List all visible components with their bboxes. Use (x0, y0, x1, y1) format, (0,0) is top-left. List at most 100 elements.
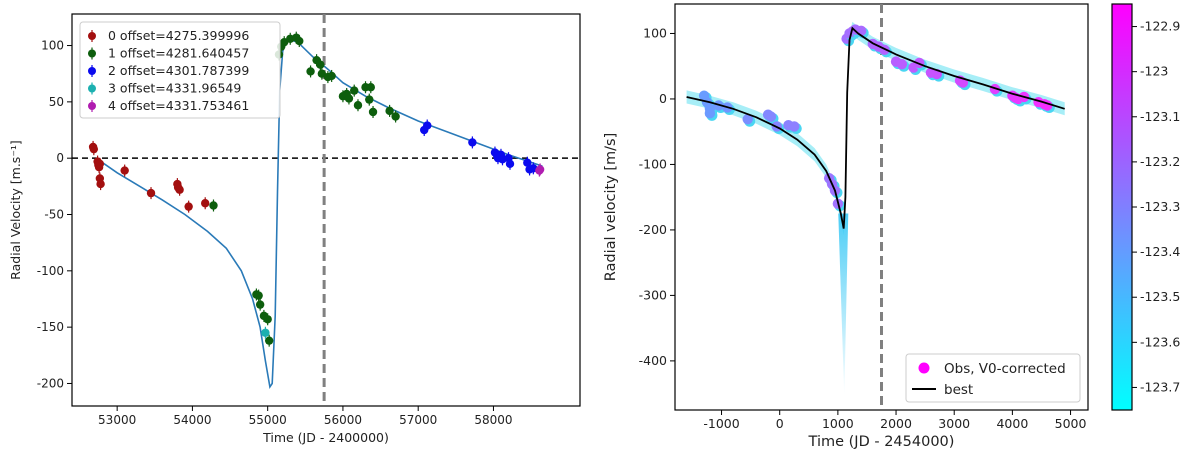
uncertainty-band (686, 21, 1065, 236)
y-tick-label: 100 (643, 25, 667, 40)
y-tick-label: -200 (639, 222, 667, 237)
x-tick-label: 5000 (1055, 416, 1087, 431)
y-tick-label: 100 (41, 39, 64, 53)
data-point (184, 202, 193, 211)
plot-content (72, 14, 580, 406)
data-point (316, 60, 325, 69)
x-tick-label: 55000 (249, 413, 287, 427)
data-point (423, 121, 432, 130)
legend-box (79, 21, 281, 119)
observation-point (789, 121, 800, 132)
y-tick-label: -150 (37, 320, 64, 334)
colorbar-tick-label: -122.9 (1140, 19, 1180, 34)
colorbar-tick-label: -123.7 (1140, 379, 1180, 394)
x-tick-label: 53000 (98, 413, 136, 427)
data-point (353, 101, 363, 110)
colorbar-tick-label: -123 (1140, 64, 1168, 79)
colorbar: -122.9 -123 -123.1 -123.2 -123.3 -123.4 -123.5… (1111, 3, 1180, 411)
plot-content (686, 4, 1065, 410)
best-fit-curve (686, 26, 1065, 229)
legend-marker (918, 362, 930, 374)
data-point (295, 36, 304, 46)
data-point (209, 201, 218, 210)
data-point (366, 83, 375, 92)
y-axis-label: Radial Velocity [m.s⁻¹] (8, 140, 23, 280)
x-tick-label: 3000 (938, 416, 970, 431)
y-tick-label: -50 (44, 208, 64, 222)
data-point (350, 86, 359, 95)
data-point (146, 188, 156, 198)
x-tick-label: 57000 (399, 413, 437, 427)
data-point (327, 71, 336, 81)
data-point (306, 67, 315, 76)
observation-point (704, 108, 716, 119)
colorbar-tick-label: -123.4 (1140, 244, 1180, 259)
x-axis-label: Time (JD - 2454000) (808, 434, 955, 450)
data-point (201, 199, 210, 208)
x-tick-label: 0 (776, 416, 784, 431)
colorbar-tick-label: -123.5 (1140, 289, 1180, 304)
colorbar-tick-label: -123.1 (1140, 109, 1180, 124)
periastron-spread (838, 213, 849, 397)
x-tick-label: 4000 (996, 416, 1028, 431)
data-point (344, 94, 354, 103)
legend-marker (88, 67, 96, 75)
colorbar-tick-label: -123.6 (1140, 334, 1180, 349)
data-point (368, 107, 378, 117)
legend-marker (88, 84, 96, 93)
colorbar-tick-label: -123.2 (1140, 154, 1180, 169)
data-point (96, 179, 105, 189)
legend-label: 1 offset=4281.640457 (108, 46, 249, 61)
data-point (95, 159, 105, 169)
y-axis-label: Radial velocity [m/s] (603, 133, 619, 282)
data-point (89, 144, 99, 154)
x-tick-label: 1000 (822, 416, 854, 431)
legend-marker (88, 32, 96, 40)
right-chart-panel: -1000 0 1000 2000 3000 4000 5000-400-300-200-1… (603, 3, 1089, 450)
x-tick-label: 56000 (324, 413, 362, 427)
colorbar-gradient (1111, 3, 1133, 411)
data-point (365, 95, 374, 104)
y-tick-label: -400 (639, 353, 667, 368)
x-tick-label: 58000 (474, 413, 512, 427)
x-tick-label: -1000 (703, 416, 739, 431)
data-point (391, 112, 400, 121)
data-point (254, 291, 263, 300)
y-tick-label: -300 (639, 287, 667, 302)
data-point (385, 106, 394, 116)
legend-marker (88, 102, 96, 110)
data-point (261, 328, 270, 337)
y-tick-label: -200 (37, 376, 64, 390)
observation-point (742, 114, 753, 125)
data-point (535, 165, 545, 174)
legend-label: 0 offset=4275.399996 (108, 28, 249, 43)
x-tick-label: 54000 (173, 413, 211, 427)
y-tick-label: -100 (37, 264, 64, 278)
legend-label: Obs, V0-corrected (944, 361, 1066, 377)
y-tick-label: 0 (659, 91, 667, 106)
data-point (505, 159, 515, 169)
y-tick-label: -100 (639, 156, 667, 171)
colorbar-tick-label: -123.3 (1140, 199, 1180, 214)
legend-label: 2 offset=4301.787399 (108, 63, 249, 78)
data-point (255, 300, 265, 309)
data-point (175, 185, 184, 194)
data-point (263, 315, 272, 324)
x-axis-label: Time (JD - 2400000) (262, 430, 389, 445)
data-point (120, 166, 129, 175)
left-chart-panel: 53000 54000 55000 56000 57000 58000 -200 -150 -1… (8, 13, 581, 445)
legend-label: 4 offset=4331.753461 (108, 98, 249, 113)
legend-marker (88, 49, 96, 58)
legend-label: best (944, 382, 973, 398)
y-tick-label: 50 (49, 95, 64, 109)
x-tick-label: 2000 (880, 416, 912, 431)
data-point (468, 138, 477, 147)
legend-box (905, 353, 1081, 403)
legend-label: 3 offset=4331.96549 (108, 81, 241, 96)
data-point (264, 336, 274, 345)
y-tick-label: 0 (56, 151, 64, 165)
observation-point (765, 111, 777, 122)
observation-point (896, 59, 908, 70)
